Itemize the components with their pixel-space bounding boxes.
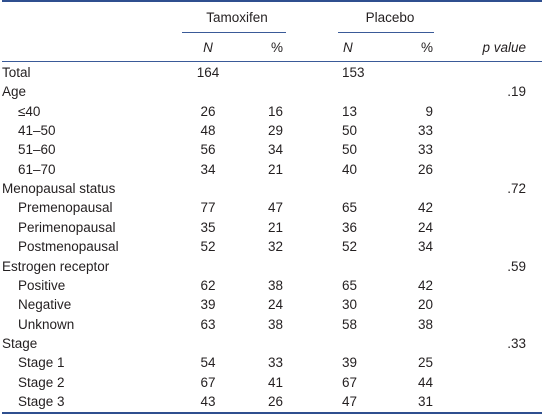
cell-placebo-pct: 9 [425, 104, 433, 119]
cell-tamoxifen-n: 52 [200, 239, 216, 254]
column-header-pct-tamoxifen: % [270, 40, 283, 55]
table-bottom-rule [2, 412, 542, 414]
cell-placebo-pct: 44 [417, 375, 433, 390]
row-label: Positive [18, 278, 66, 293]
cell-tamoxifen-n: 26 [200, 104, 216, 119]
cell-placebo-pct: 42 [417, 278, 433, 293]
column-header-n-tamoxifen: N [203, 40, 213, 55]
cell-tamoxifen-n: 67 [200, 375, 216, 390]
cell-placebo-pct: 38 [417, 317, 433, 332]
cell-tamoxifen-pct: 32 [267, 239, 283, 254]
header-bottom-rule [2, 61, 542, 62]
row-label: 51–60 [18, 142, 56, 157]
cell-tamoxifen-n: 63 [200, 317, 216, 332]
cell-tamoxifen-n: 34 [200, 162, 216, 177]
cell-tamoxifen-n: 48 [200, 123, 216, 138]
cell-placebo-n: 40 [342, 162, 358, 177]
cell-tamoxifen-n: 56 [200, 142, 216, 157]
cell-tamoxifen-pct: 21 [267, 220, 283, 235]
cell-tamoxifen-pct: 47 [267, 200, 283, 215]
row-label: Premenopausal [18, 200, 113, 215]
cell-placebo-n: 36 [342, 220, 358, 235]
cell-tamoxifen-pct: 34 [267, 142, 283, 157]
row-label: Age [2, 84, 27, 99]
cell-placebo-pct: 20 [417, 297, 433, 312]
group-underline-tamoxifen [182, 32, 286, 33]
cell-tamoxifen-n: 43 [200, 394, 216, 409]
cell-tamoxifen-pct: 16 [267, 104, 283, 119]
cell-placebo-n: 65 [342, 200, 358, 215]
row-label: Unknown [18, 317, 75, 332]
cell-tamoxifen-pct: 24 [267, 297, 283, 312]
row-label: Stage 1 [18, 355, 65, 370]
row-label: ≤40 [18, 104, 41, 119]
cell-placebo-n: 58 [342, 317, 358, 332]
cell-p-value: .59 [507, 259, 526, 274]
cell-tamoxifen-pct: 26 [267, 394, 283, 409]
cell-placebo-pct: 26 [417, 162, 433, 177]
group-header-tamoxifen: Tamoxifen [206, 10, 268, 25]
cell-placebo-n: 153 [342, 65, 365, 80]
cell-p-value: .72 [507, 181, 526, 196]
column-header-n-placebo: N [343, 40, 353, 55]
table-top-rule [2, 0, 542, 2]
row-label: Postmenopausal [18, 239, 119, 254]
cell-tamoxifen-n: 77 [200, 200, 216, 215]
cell-tamoxifen-pct: 29 [267, 123, 283, 138]
cell-p-value: .33 [507, 336, 526, 351]
row-label: Menopausal status [2, 181, 116, 196]
cell-placebo-n: 39 [342, 355, 358, 370]
cell-placebo-pct: 34 [417, 239, 433, 254]
cell-placebo-n: 30 [342, 297, 358, 312]
row-label: Stage [2, 336, 38, 351]
cell-tamoxifen-n: 35 [200, 220, 216, 235]
row-label: Stage 3 [18, 394, 65, 409]
cell-p-value: .19 [507, 84, 526, 99]
cell-placebo-n: 47 [342, 394, 358, 409]
cell-placebo-pct: 24 [417, 220, 433, 235]
cell-placebo-pct: 25 [417, 355, 433, 370]
group-underline-placebo [338, 32, 434, 33]
row-label: Perimenopausal [18, 220, 116, 235]
cell-placebo-n: 50 [342, 123, 358, 138]
cell-placebo-n: 52 [342, 239, 358, 254]
cell-placebo-n: 13 [342, 104, 358, 119]
cell-tamoxifen-n: 62 [200, 278, 216, 293]
cell-placebo-pct: 33 [417, 142, 433, 157]
cell-tamoxifen-pct: 38 [267, 317, 283, 332]
row-label: Estrogen receptor [2, 259, 110, 274]
group-header-placebo: Placebo [365, 10, 415, 25]
row-label: 61–70 [18, 162, 56, 177]
cell-placebo-pct: 31 [417, 394, 433, 409]
cell-tamoxifen-pct: 38 [267, 278, 283, 293]
column-header-pct-placebo: % [420, 40, 433, 55]
row-label: Total [2, 65, 31, 80]
cell-tamoxifen-pct: 21 [267, 162, 283, 177]
cell-tamoxifen-pct: 41 [267, 375, 283, 390]
cell-tamoxifen-n: 54 [200, 355, 216, 370]
cell-placebo-pct: 42 [417, 200, 433, 215]
row-label: Negative [18, 297, 72, 312]
cell-placebo-n: 67 [342, 375, 358, 390]
cell-placebo-n: 65 [342, 278, 358, 293]
cell-tamoxifen-n: 164 [196, 65, 220, 80]
cell-placebo-n: 50 [342, 142, 358, 157]
row-label: Stage 2 [18, 375, 65, 390]
cell-tamoxifen-pct: 33 [267, 355, 283, 370]
row-label: 41–50 [18, 123, 56, 138]
cell-placebo-pct: 33 [417, 123, 433, 138]
cell-tamoxifen-n: 39 [200, 297, 216, 312]
column-header-p-value: p value [482, 40, 526, 55]
